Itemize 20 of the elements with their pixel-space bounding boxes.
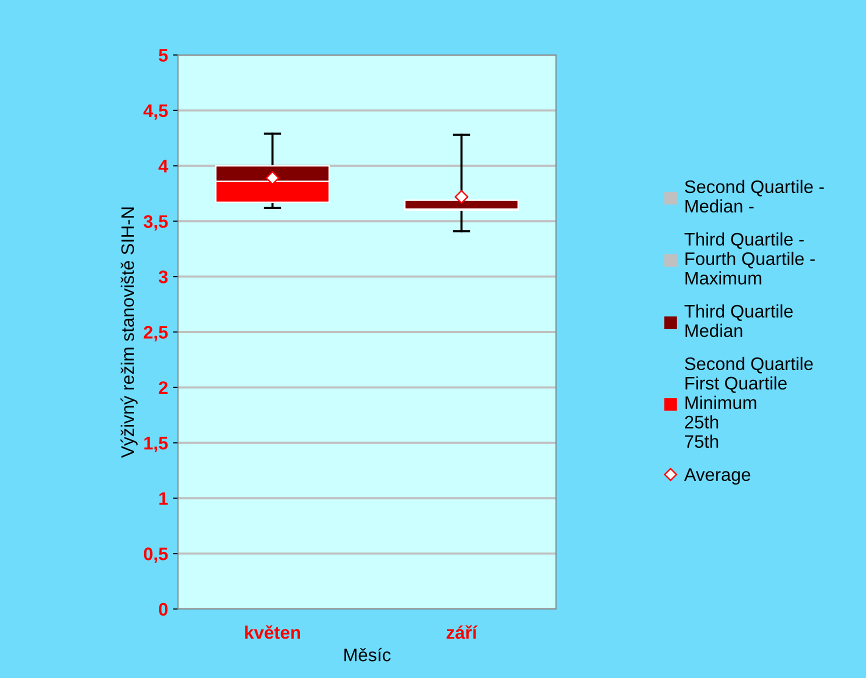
y-tick-label: 2,5 [144,326,168,342]
x-axis-title: Měsíc [344,648,391,662]
y-tick-label: 3 [158,270,168,284]
x-tick-label: září [446,625,478,639]
legend-label: Average [684,468,750,485]
y-tick-label: 2 [158,381,168,394]
y-tick-label: 4,5 [143,104,168,120]
legend-label: Second Quartile - Median - [684,180,824,213]
y-tick-label: 4 [158,160,168,172]
legend-label: Third Quartile - Fourth Quartile - Maximum [684,232,815,285]
legend-label: Third Quartile Median [684,304,793,338]
legend-label: Second Quartile First Quartile Minimum 25th 75th [684,356,813,448]
y-axis-title: Výživný režim stanoviště SIH-N [120,208,138,458]
y-tick-label: 1 [159,492,168,505]
y-tick-label: 5 [158,49,168,62]
y-tick-label: 3,5 [144,215,168,231]
y-tick-label: 0,5 [144,548,168,563]
x-tick-label: květen [245,625,300,639]
y-tick-label: 1,5 [144,436,168,452]
y-tick-label: 0 [158,602,168,616]
